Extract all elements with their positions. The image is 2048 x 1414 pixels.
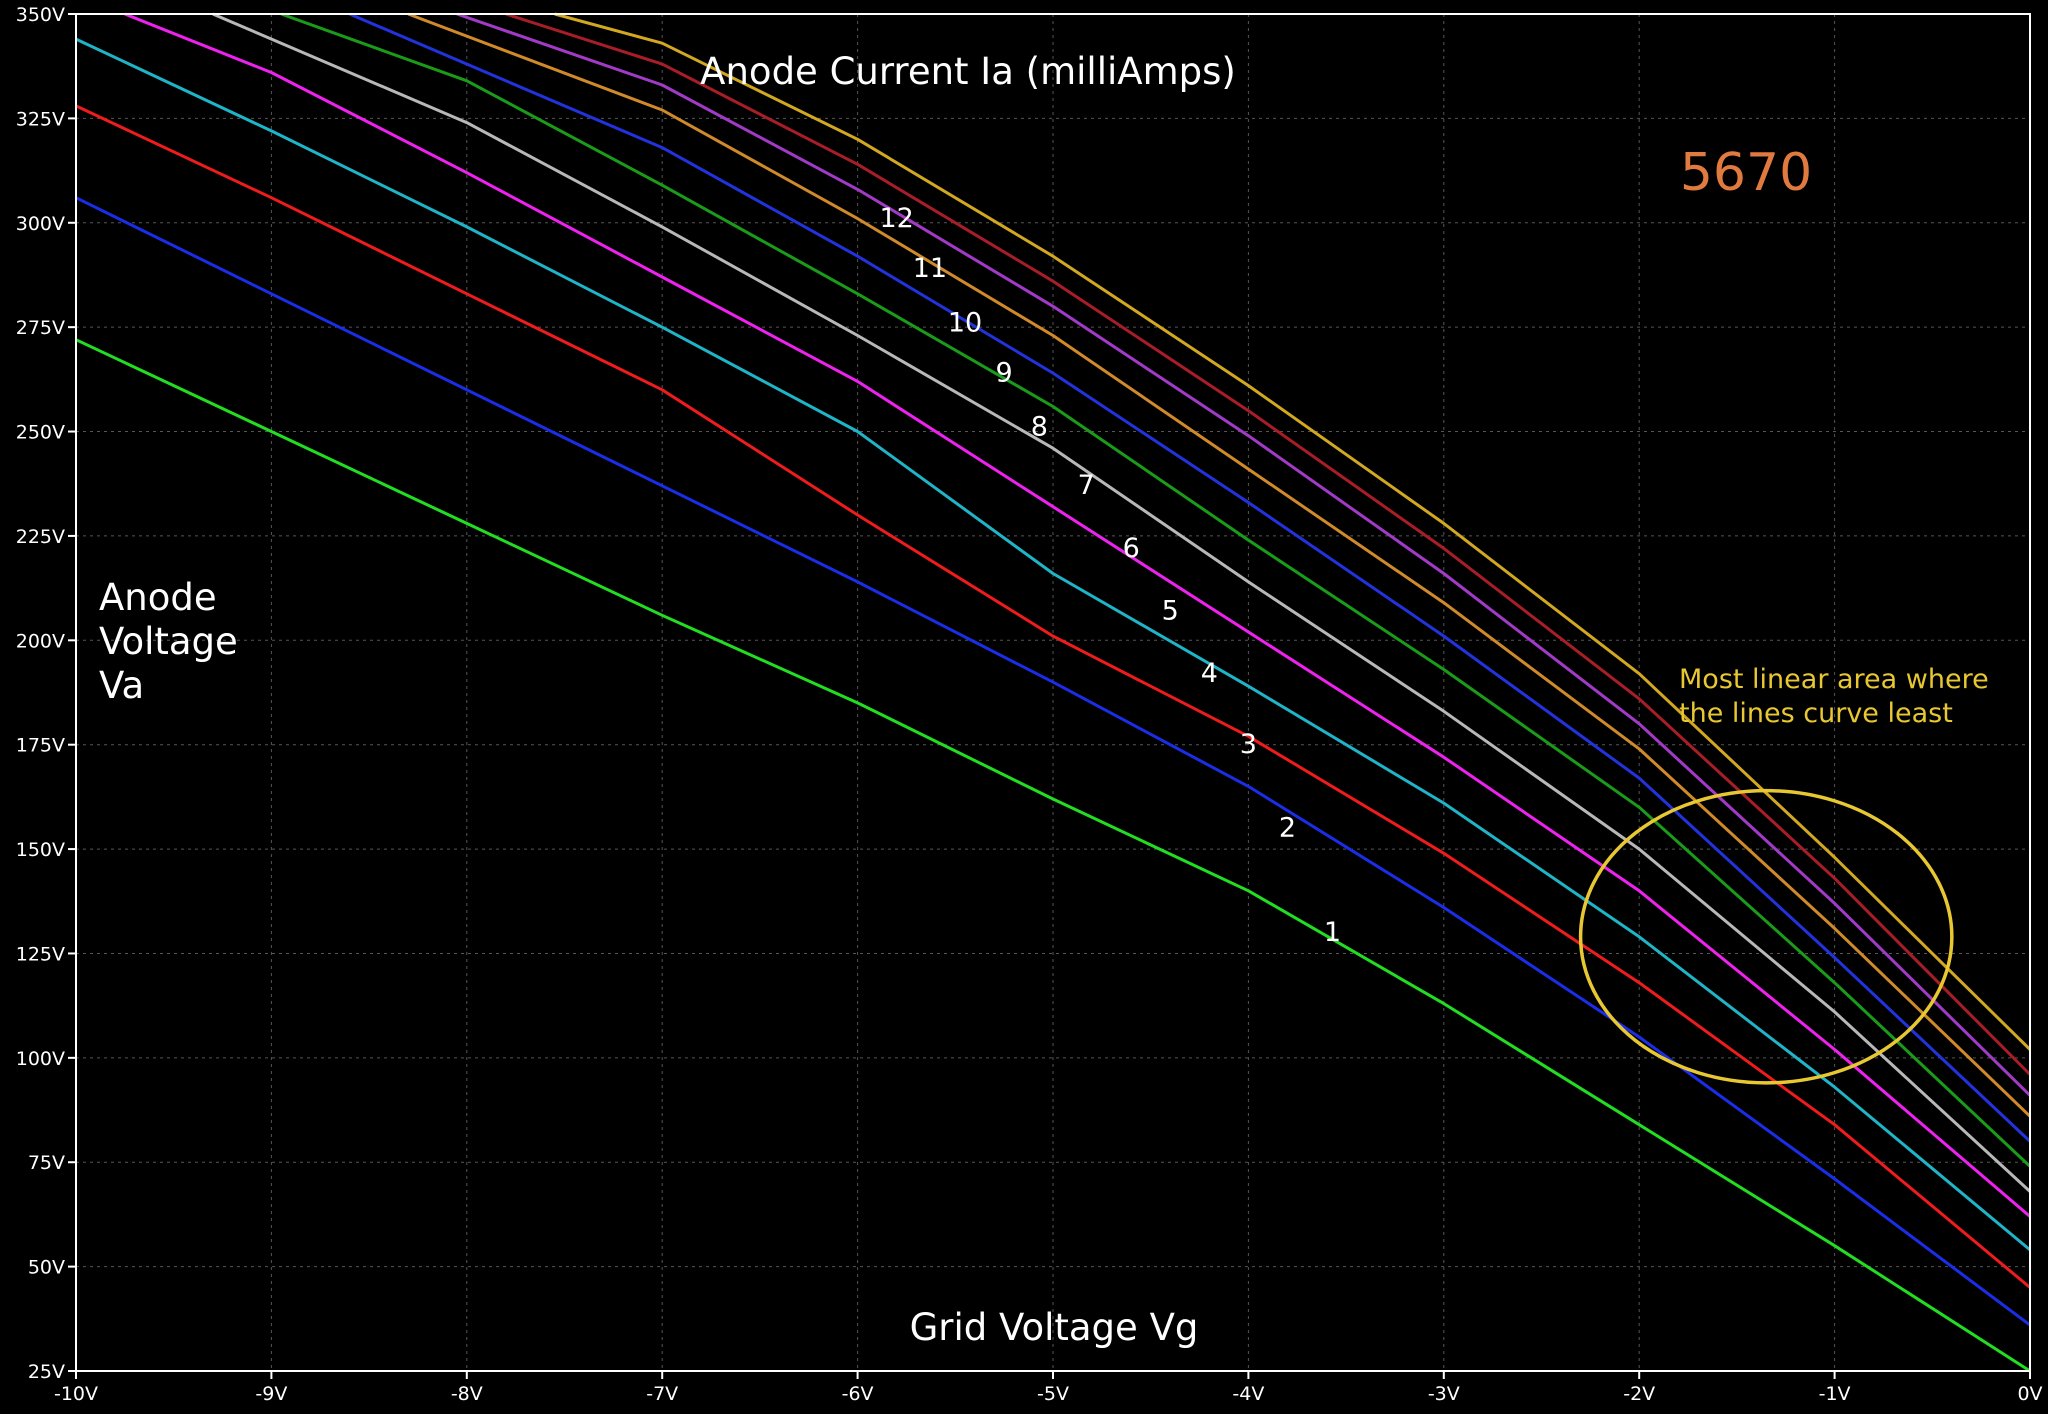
- series-line-5: [124, 12, 2031, 1218]
- series-line-8: [349, 12, 2032, 1143]
- linear-area-ellipse: [1578, 788, 1954, 1085]
- linear-area-note: Most linear area where the lines curve le…: [1679, 664, 1989, 729]
- y-tick-label: 250V: [16, 422, 65, 444]
- series-line-12: [554, 12, 2032, 1051]
- y-tick-label: 300V: [16, 213, 65, 235]
- series-line-9: [407, 12, 2032, 1118]
- x-tick-label: -3V: [1428, 1383, 1460, 1405]
- y-tick-label: 325V: [16, 108, 65, 130]
- annotation-line: Most linear area where: [1679, 664, 1989, 695]
- series-label-3: 3: [1240, 729, 1257, 760]
- y-axis-label-line: Va: [99, 664, 144, 707]
- y-axis-label-line: Voltage: [99, 620, 238, 663]
- y-tick-label: 275V: [16, 317, 65, 339]
- tube-model-label: 5670: [1680, 143, 1812, 203]
- y-tick-label: 225V: [16, 526, 65, 548]
- x-tick-label: -5V: [1037, 1383, 1069, 1405]
- series-label-4: 4: [1201, 658, 1218, 689]
- annotation-line: the lines curve least: [1679, 698, 1953, 729]
- y-tick-label: 350V: [16, 4, 65, 26]
- x-tick-label: 0V: [2017, 1383, 2042, 1405]
- series-line-6: [212, 12, 2032, 1193]
- series-line-2: [75, 196, 2031, 1327]
- x-tick-label: -10V: [54, 1383, 98, 1405]
- series-label-1: 1: [1324, 917, 1341, 948]
- x-tick-label: -1V: [1819, 1383, 1851, 1405]
- x-tick-label: -6V: [842, 1383, 874, 1405]
- y-tick-label: 100V: [16, 1048, 65, 1070]
- y-tick-label: 50V: [28, 1257, 65, 1279]
- y-tick-label: 75V: [28, 1152, 65, 1174]
- y-tick-label: 200V: [16, 630, 65, 652]
- axis-ticks: -10V -9V -8V -7V -6V -5V -4V -3V -2V -1V 0V 25V 50V 7…: [16, 4, 2043, 1405]
- series-label-8: 8: [1031, 412, 1048, 443]
- x-axis-label: Grid Voltage Vg: [910, 1306, 1199, 1349]
- x-tick-label: -8V: [451, 1383, 483, 1405]
- series-label-10: 10: [948, 307, 982, 338]
- series-line-7: [280, 12, 2032, 1168]
- y-tick-label: 25V: [28, 1361, 65, 1383]
- series-line-1: [75, 338, 2031, 1373]
- series-label-12: 12: [880, 203, 914, 234]
- series-label-2: 2: [1279, 813, 1296, 844]
- series-line-3: [75, 104, 2031, 1289]
- series-label-9: 9: [996, 357, 1013, 388]
- series-label-7: 7: [1078, 470, 1095, 501]
- series-line-10: [456, 12, 2032, 1097]
- x-tick-label: -4V: [1232, 1383, 1264, 1405]
- x-tick-label: -9V: [255, 1383, 287, 1405]
- y-tick-label: 150V: [16, 839, 65, 861]
- chart-title: Anode Current Ia (milliAmps): [700, 50, 1236, 93]
- series-label-6: 6: [1123, 533, 1140, 564]
- y-axis-label-line: Anode: [99, 576, 217, 619]
- y-tick-label: 175V: [16, 735, 65, 757]
- y-axis-label: Anode Voltage Va: [99, 576, 238, 707]
- annotation: Most linear area where the lines curve le…: [1578, 664, 1989, 1085]
- x-tick-label: -2V: [1623, 1383, 1655, 1405]
- series-curves: [75, 12, 2032, 1373]
- series-label-5: 5: [1162, 595, 1179, 626]
- y-tick-label: 125V: [16, 943, 65, 965]
- series-label-11: 11: [913, 253, 947, 284]
- series-line-4: [75, 37, 2031, 1252]
- series-line-11: [505, 12, 2032, 1076]
- x-tick-label: -7V: [646, 1383, 678, 1405]
